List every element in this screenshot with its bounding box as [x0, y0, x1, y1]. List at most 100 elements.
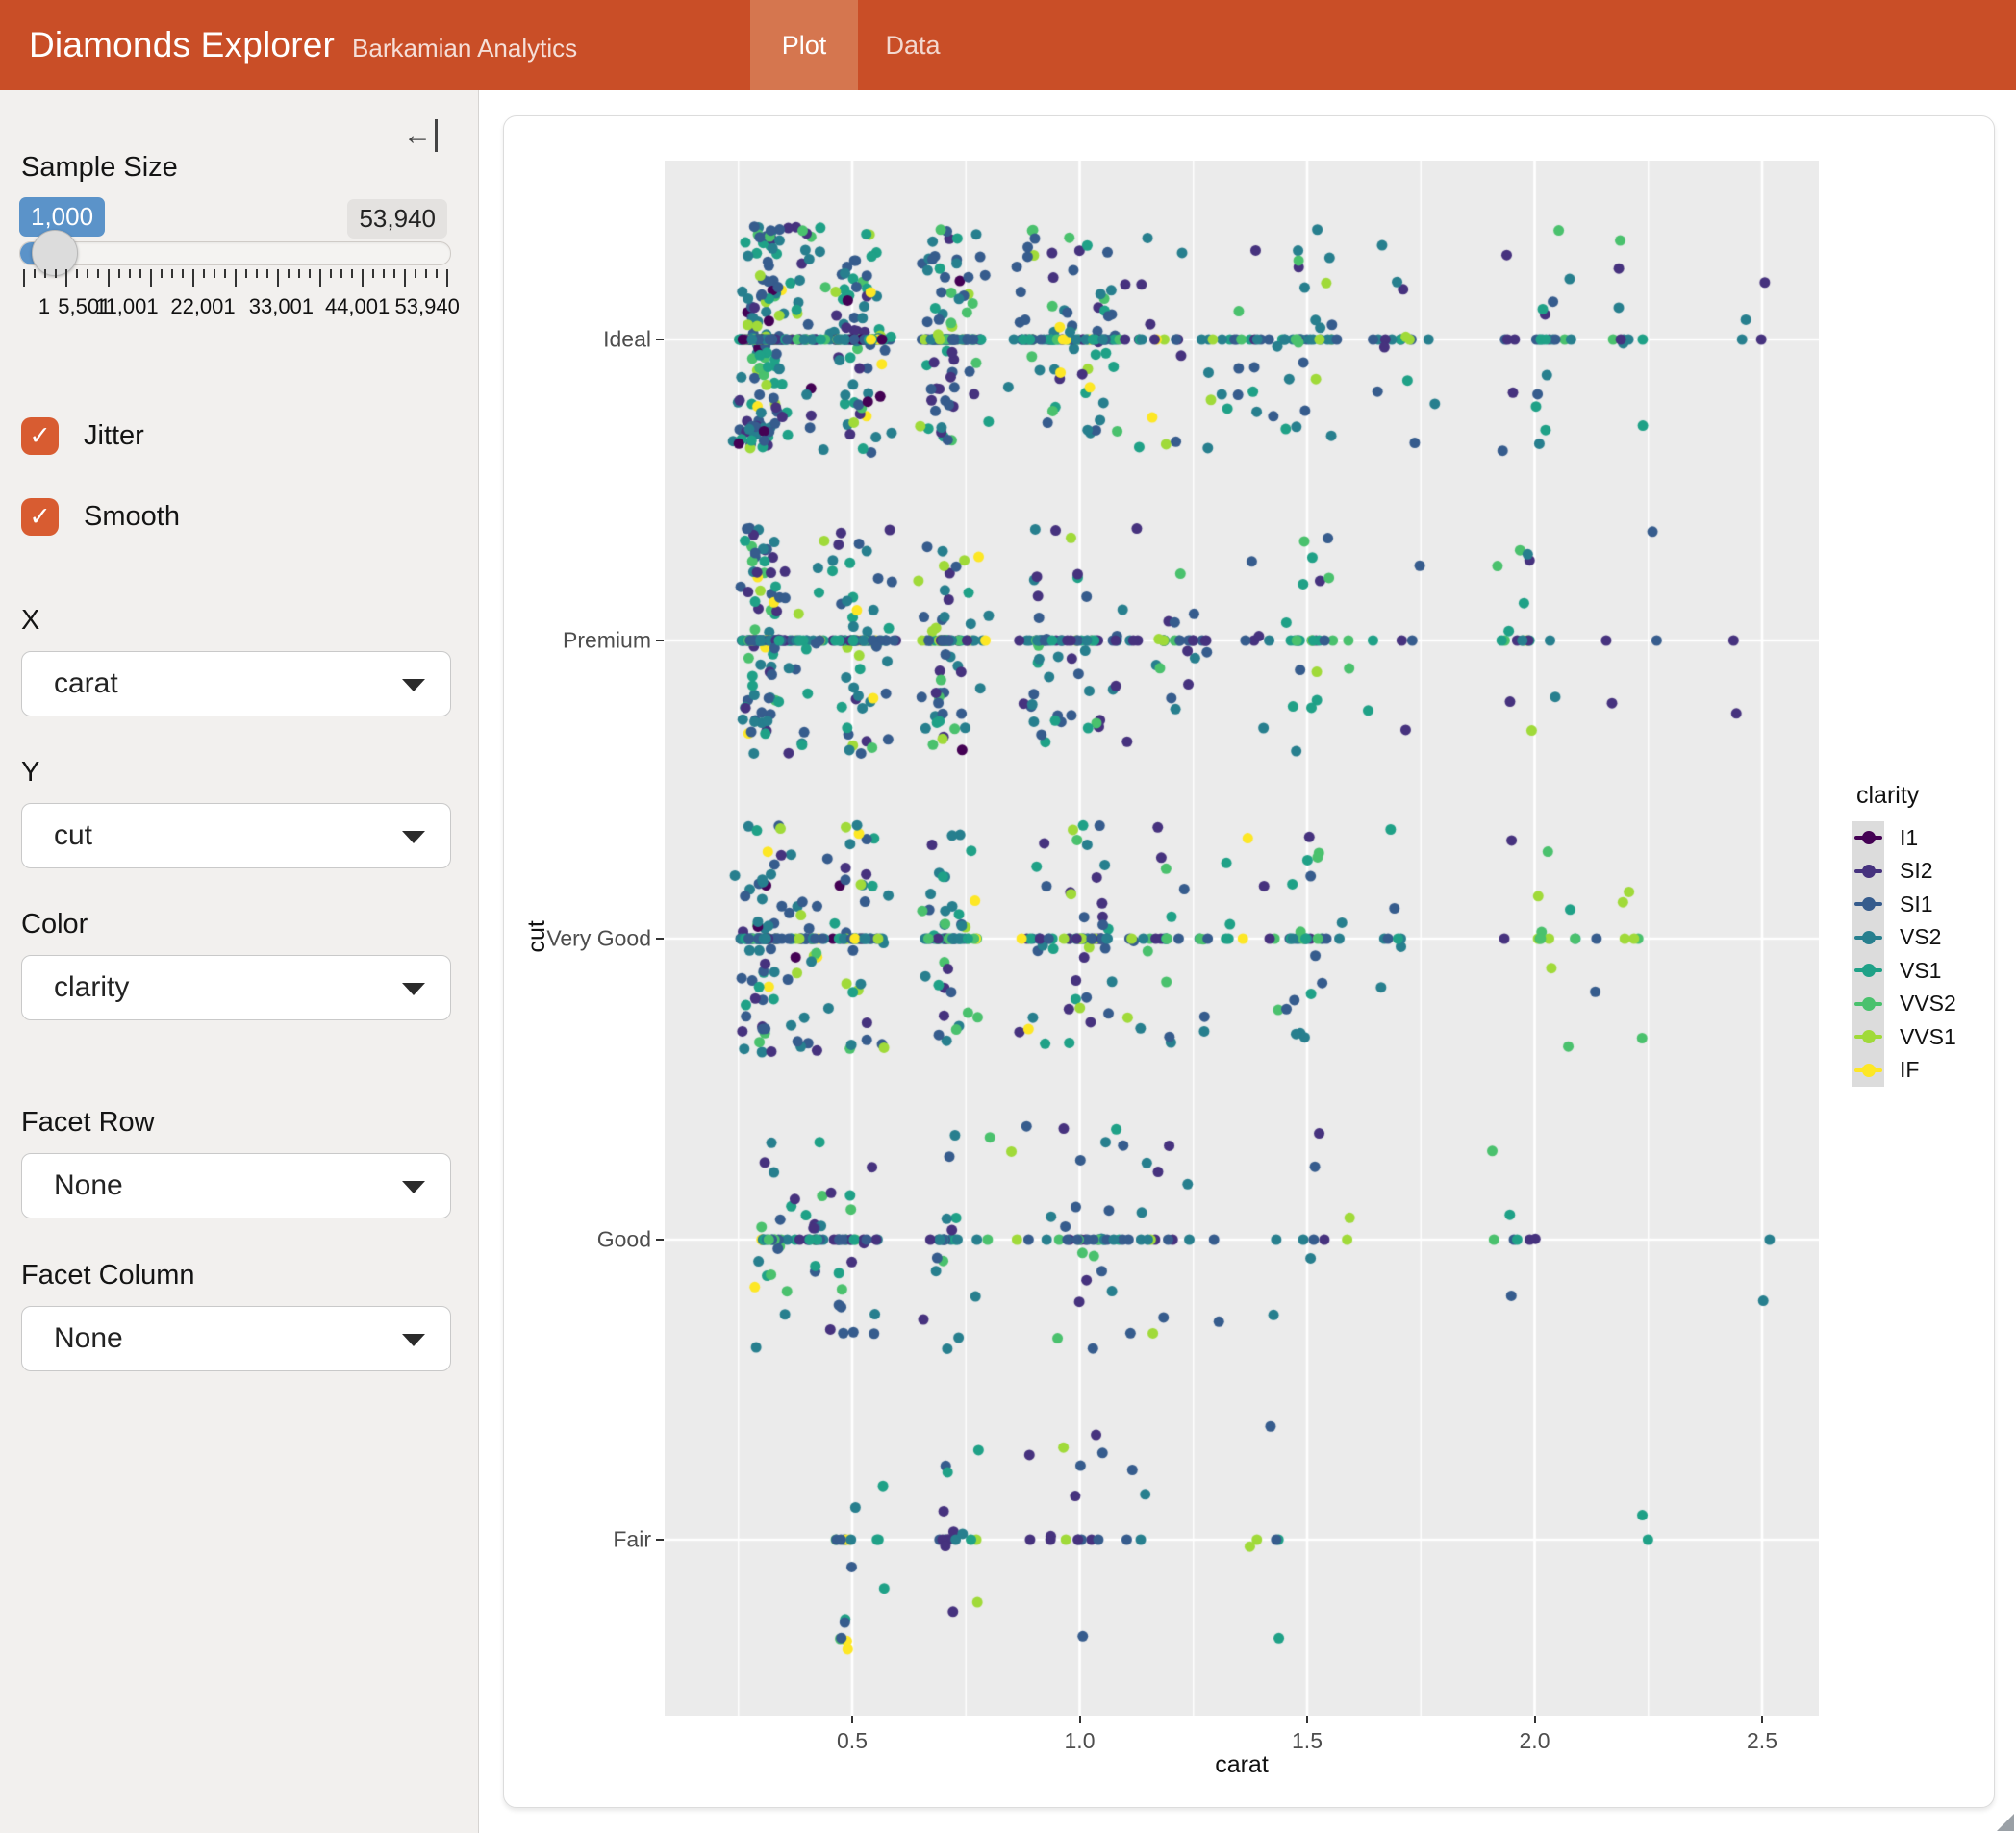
slider-tick: [266, 269, 268, 278]
slider-tick: [44, 269, 46, 278]
slider-tick: [214, 269, 215, 278]
slider-tick: [118, 269, 120, 278]
sample-size-label: Sample Size: [21, 152, 178, 183]
slider-tick: [351, 269, 353, 278]
smooth-checkbox-box: ✓: [21, 498, 59, 536]
color-select-label: Color: [21, 909, 88, 940]
y-select-label: Y: [21, 757, 40, 788]
legend-item-label: VS1: [1900, 957, 1942, 983]
legend-item-label: VVS1: [1900, 1023, 1956, 1049]
legend-keys: I1 SI2 SI1 VS2 VS1 VVS2 VVS1 IF: [1852, 821, 1956, 1087]
legend-item: SI2: [1852, 854, 1956, 888]
y-select[interactable]: cut: [21, 803, 451, 868]
chevron-down-icon: [402, 1181, 425, 1193]
sample-size-slider[interactable]: [19, 230, 451, 276]
x-axis-tick-label: 1.0: [1064, 1728, 1096, 1753]
smooth-checkbox[interactable]: ✓ Smooth: [21, 498, 180, 536]
slider-tick: [319, 269, 321, 287]
y-axis-tick: [656, 1239, 664, 1241]
legend-item: SI1: [1852, 888, 1956, 921]
y-axis-tick-label: Ideal: [603, 326, 651, 352]
y-axis-tick-label: Fair: [613, 1526, 651, 1552]
legend-title: clarity: [1856, 782, 1920, 809]
facet-column-select[interactable]: None: [21, 1306, 451, 1371]
sidebar-collapse-icon[interactable]: ←: [403, 119, 438, 152]
legend-item-label: I1: [1900, 824, 1919, 850]
slider-tick: [23, 269, 25, 287]
legend-item: VVS2: [1852, 987, 1956, 1020]
jitter-checkbox-label: Jitter: [84, 420, 144, 451]
legend-key-swatch: [1852, 1053, 1884, 1087]
facet-column-select-value: None: [54, 1322, 123, 1354]
y-axis-tick-label: Good: [596, 1226, 651, 1252]
slider-tick: [192, 269, 194, 287]
slider-tick: [65, 269, 67, 287]
facet-column-select-label: Facet Column: [21, 1260, 195, 1291]
slider-tick: [161, 269, 163, 278]
y-axis-tick: [656, 640, 664, 641]
sidebar: ← Sample Size 1,000 53,940 1 5,501 11,001 2…: [0, 90, 479, 1833]
x-axis-tick-label: 2.0: [1519, 1728, 1550, 1753]
facet-row-select[interactable]: None: [21, 1153, 451, 1218]
legend-item-label: IF: [1900, 1057, 1920, 1083]
chevron-down-icon: [402, 679, 425, 691]
slider-tick: [436, 269, 438, 278]
main-content: 0.5 1.0 1.5 2.0 2.5 Ideal Premium Very Good Good…: [479, 90, 2016, 1833]
color-select[interactable]: clarity: [21, 955, 451, 1020]
slider-handle[interactable]: [32, 230, 78, 276]
y-axis-tick-label: Premium: [562, 627, 651, 653]
slider-tick: [139, 269, 141, 278]
slider-tick: [425, 269, 427, 278]
slider-tick: [245, 269, 247, 278]
x-axis-tick: [1306, 1716, 1308, 1723]
chevron-down-icon: [402, 1334, 425, 1346]
legend-item: VS2: [1852, 920, 1956, 954]
x-axis-tick: [1078, 1716, 1081, 1723]
slider-tick-label: 11,001: [94, 294, 159, 318]
slider-tick: [182, 269, 184, 278]
x-select-value: carat: [54, 667, 118, 699]
chevron-down-icon: [402, 831, 425, 843]
slider-tick-label: 5,501: [58, 294, 112, 318]
y-axis-tick: [656, 1539, 664, 1541]
slider-tick: [97, 269, 99, 278]
app-brand: Diamonds Explorer Barkamian Analytics: [29, 0, 577, 90]
slider-tick: [362, 269, 364, 287]
slider-tick: [446, 269, 448, 287]
tab-plot[interactable]: Plot: [750, 0, 858, 90]
chevron-down-icon: [402, 983, 425, 995]
facet-row-select-label: Facet Row: [21, 1107, 155, 1138]
x-select[interactable]: carat: [21, 651, 451, 716]
legend-key-swatch: [1852, 987, 1884, 1020]
slider-value-badge: 1,000: [19, 197, 106, 237]
smooth-checkbox-label: Smooth: [84, 501, 180, 532]
slider-tick: [108, 269, 110, 287]
x-axis-title: carat: [1215, 1751, 1269, 1778]
legend-item: IF: [1852, 1053, 1956, 1087]
legend-item-label: VS2: [1900, 924, 1942, 950]
color-select-value: clarity: [54, 971, 130, 1003]
slider-tick: [171, 269, 173, 278]
jitter-checkbox[interactable]: ✓ Jitter: [21, 417, 144, 455]
check-icon: ✓: [29, 421, 51, 450]
y-axis-title: cut: [523, 920, 551, 953]
x-axis-tick: [851, 1716, 853, 1723]
app-subtitle: Barkamian Analytics: [352, 33, 578, 63]
tab-data[interactable]: Data: [885, 30, 941, 60]
legend-key-swatch: [1852, 954, 1884, 988]
slider-tick: [203, 269, 205, 278]
legend-item-label: SI2: [1900, 858, 1933, 884]
slider-tick: [330, 269, 332, 278]
slider-tick: [256, 269, 258, 278]
legend-key-swatch: [1852, 1020, 1884, 1054]
y-axis-tick-label: Very Good: [546, 925, 651, 951]
slider-tick: [224, 269, 226, 278]
slider-tick: [235, 269, 237, 287]
slider-tick-label: 44,001: [324, 294, 391, 318]
legend-item: I1: [1852, 821, 1956, 855]
slider-tick: [415, 269, 416, 278]
slider-tick: [129, 269, 131, 278]
legend-item: VVS1: [1852, 1020, 1956, 1054]
plot-canvas: [665, 161, 1819, 1716]
slider-tick: [404, 269, 406, 287]
